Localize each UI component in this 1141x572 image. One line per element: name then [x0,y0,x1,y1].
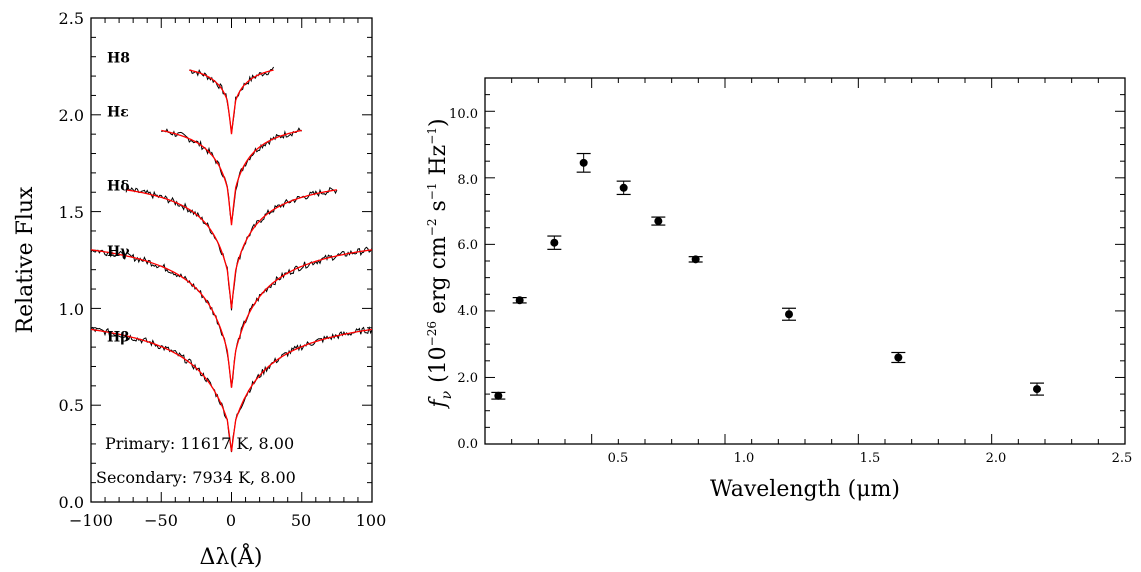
annotation-primary: Primary: 11617 K, 8.00 [105,434,294,453]
observed-spectrum-1 [161,127,302,223]
left-plot-frame [90,17,373,503]
data-point [894,353,903,362]
left-ytick-label: 2.5 [59,9,84,28]
line-label: Hβ [107,329,130,345]
data-point [579,158,588,167]
right-ytick-label: 4.0 [457,304,478,319]
data-point [785,310,793,319]
left-xtick-label: 100 [356,511,387,530]
left-line-labels: H8 Hε Hδ Hγ Hβ [107,51,130,346]
left-ticks [90,17,373,503]
right-plot-frame [484,77,1126,445]
right-xtick-label: 2.0 [986,451,1007,466]
model-spectrum-2 [126,189,337,309]
data-point [691,255,700,264]
data-point [654,217,663,226]
left-xtick-label: −100 [69,511,113,530]
line-label: H8 [107,51,130,67]
observed-spectrum-0 [189,66,275,134]
right-ytick-label: 6.0 [457,238,478,253]
left-ytick-label: 0.5 [59,396,84,415]
left-xtick-label: 50 [291,511,311,530]
right-points [491,152,1044,400]
right-xtick-label: 0.5 [608,451,629,466]
left-ytick-label: 0.0 [59,493,84,512]
right-x-axis-title: Wavelength (μm) [710,477,900,502]
observed-spectrum-3 [90,246,373,388]
model-spectrum-3 [90,249,373,388]
line-label: Hδ [107,178,130,194]
spectral-line-panel: H8 Hε Hδ Hγ Hβ Primary: 11617 K, 8.00 Second… [13,9,386,570]
right-y-axis-title: fν(10−26 erg cm−2 s−1 Hz−1) [425,118,455,409]
left-y-axis-title: Relative Flux [13,186,38,334]
right-ytick-label: 2.0 [457,371,478,386]
right-ytick-label: 10.0 [449,107,478,122]
left-ytick-label: 1.5 [59,203,84,222]
right-ytick-label: 8.0 [457,173,478,188]
line-label: Hγ [107,244,130,260]
data-point [550,238,559,247]
left-xtick-label: 0 [226,511,236,530]
left-ytick-label: 2.0 [59,106,84,125]
right-xtick-label: 2.5 [1112,451,1133,466]
model-spectrum-4 [90,328,373,452]
right-xtick-label: 1.5 [860,451,881,466]
line-label: Hε [107,105,129,121]
right-ticks [484,77,1126,445]
left-x-axis-title: Δλ(Å) [200,542,263,570]
data-point [494,391,503,400]
sed-panel: 0.5 1.0 1.5 2.0 2.5 0.0 2.0 4.0 6.0 8.0 … [425,77,1133,502]
model-spectrum-0 [189,69,274,135]
observed-spectrum-2 [125,186,338,311]
model-spectrum-1 [161,129,302,226]
data-point [515,296,524,305]
annotation-secondary: Secondary: 7934 K, 8.00 [96,468,296,487]
left-curves [90,66,373,453]
left-xtick-label: −50 [144,511,178,530]
data-point [619,183,628,192]
right-ytick-label: 0.0 [457,437,478,452]
left-ytick-label: 1.0 [59,300,84,319]
data-point [1033,385,1041,394]
right-xtick-label: 1.0 [734,451,755,466]
